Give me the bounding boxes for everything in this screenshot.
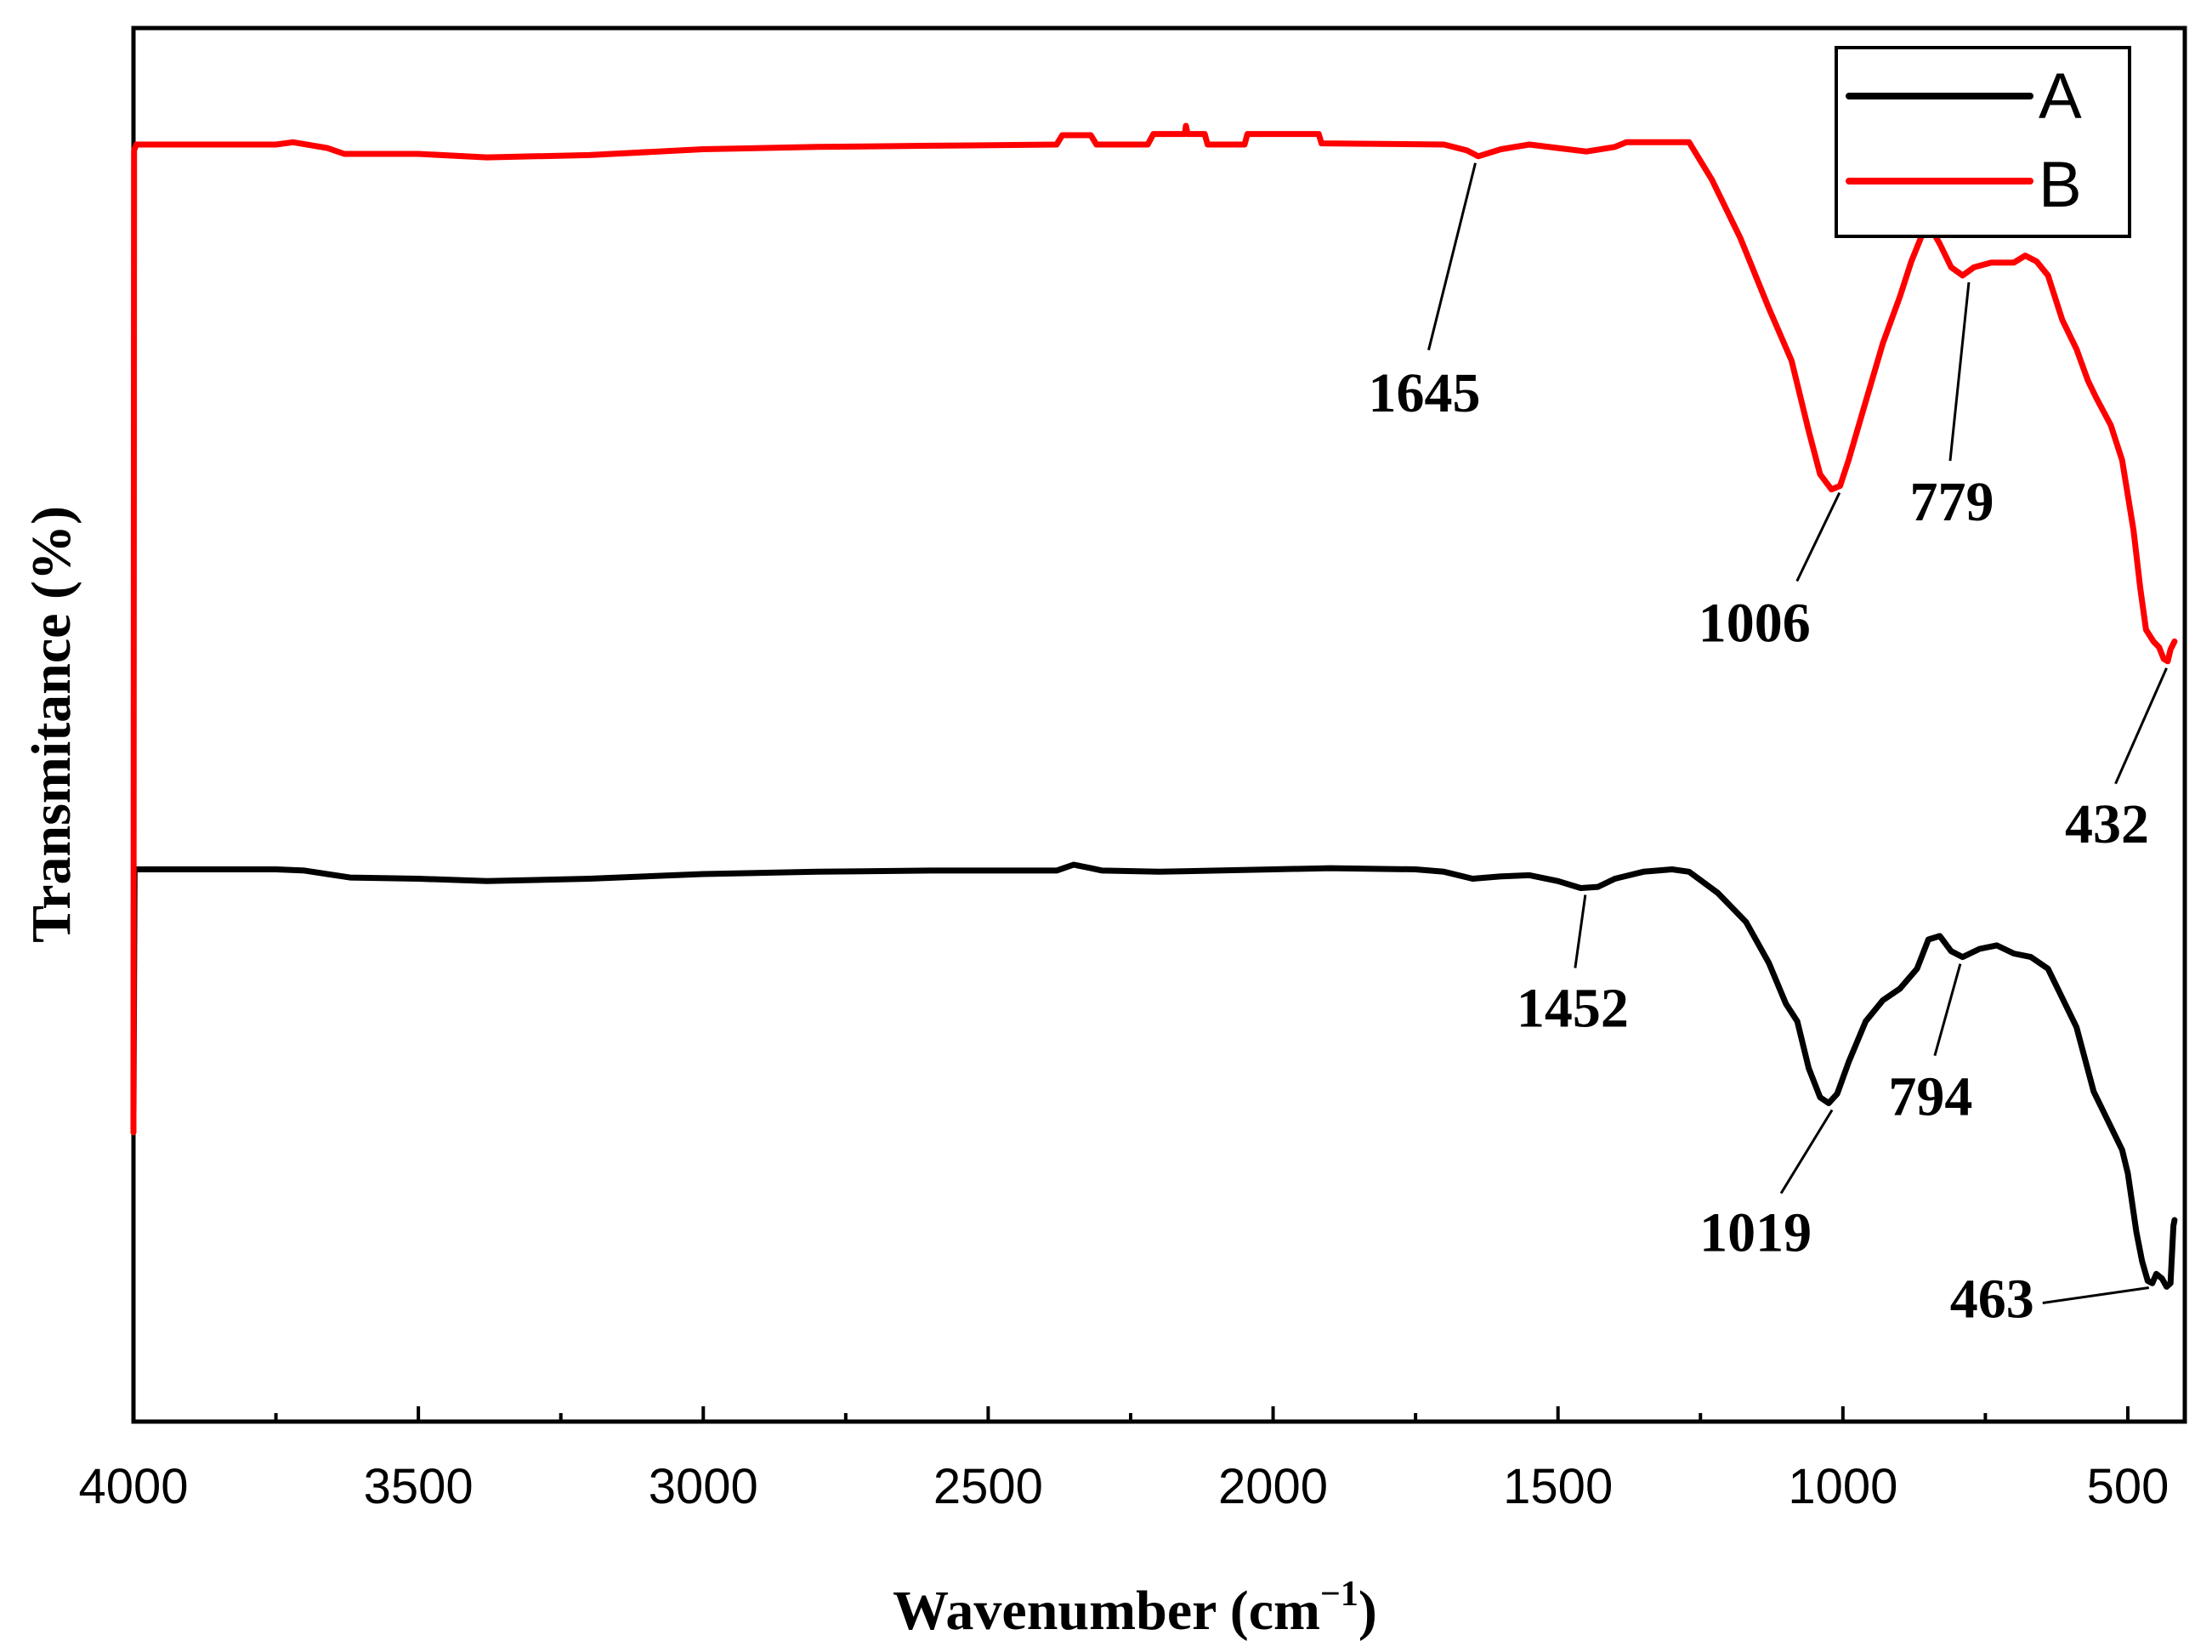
x-tick-label: 3500 xyxy=(364,1459,474,1514)
x-tick-label: 1500 xyxy=(1503,1459,1613,1514)
x-axis-ticks xyxy=(132,1406,2130,1422)
peak-leader-line xyxy=(1427,162,1477,351)
x-tick-label: 2500 xyxy=(933,1459,1043,1514)
x-axis-tick-labels: 4000 3500 3000 2500 2000 1500 1000 500 xyxy=(78,1459,2169,1514)
peak-annotations: 1645 1006 779 432 1452 1019 794 463 xyxy=(1369,162,2168,1331)
x-axis-title: Wavenumber (cm−1) xyxy=(893,1575,1377,1642)
peak-label: 1019 xyxy=(1699,1202,1812,1264)
x-tick-label: 3000 xyxy=(649,1459,758,1514)
peak-label: 432 xyxy=(2065,793,2149,855)
legend-label-b: B xyxy=(2039,149,2082,221)
peak-leader-line xyxy=(1933,963,1962,1057)
peak-leader-line xyxy=(1795,491,1841,582)
y-axis-title: Transmitance (%) xyxy=(20,506,82,943)
peak-label: 463 xyxy=(1950,1269,2034,1331)
x-tick-label: 2000 xyxy=(1218,1459,1328,1514)
peak-leader-line xyxy=(1948,281,1971,462)
series-layer xyxy=(130,122,2178,1290)
series-line-b xyxy=(130,122,2178,1136)
peak-leader-line xyxy=(2042,1286,2149,1304)
legend-label-a: A xyxy=(2039,60,2082,133)
x-tick-label: 500 xyxy=(2087,1459,2169,1514)
peak-leader-line xyxy=(2114,667,2168,785)
x-tick-label: 1000 xyxy=(1788,1459,1897,1514)
peak-label: 1452 xyxy=(1517,978,1629,1040)
peak-label: 794 xyxy=(1888,1066,1972,1128)
peak-label: 1645 xyxy=(1369,362,1481,424)
legend-box xyxy=(1835,46,2131,238)
x-tick-label: 4000 xyxy=(78,1459,188,1514)
series-line-a xyxy=(130,861,2178,1290)
legend: A B xyxy=(1835,46,2131,238)
peak-label: 779 xyxy=(1909,471,1994,533)
peak-leader-line xyxy=(1574,894,1587,968)
peak-label: 1006 xyxy=(1699,593,1811,655)
peak-leader-line xyxy=(1779,1109,1834,1195)
